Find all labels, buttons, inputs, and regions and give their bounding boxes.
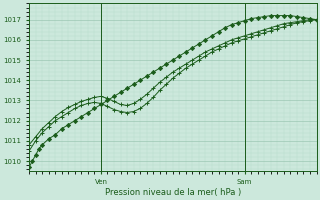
X-axis label: Pression niveau de la mer( hPa ): Pression niveau de la mer( hPa ) — [105, 188, 241, 197]
